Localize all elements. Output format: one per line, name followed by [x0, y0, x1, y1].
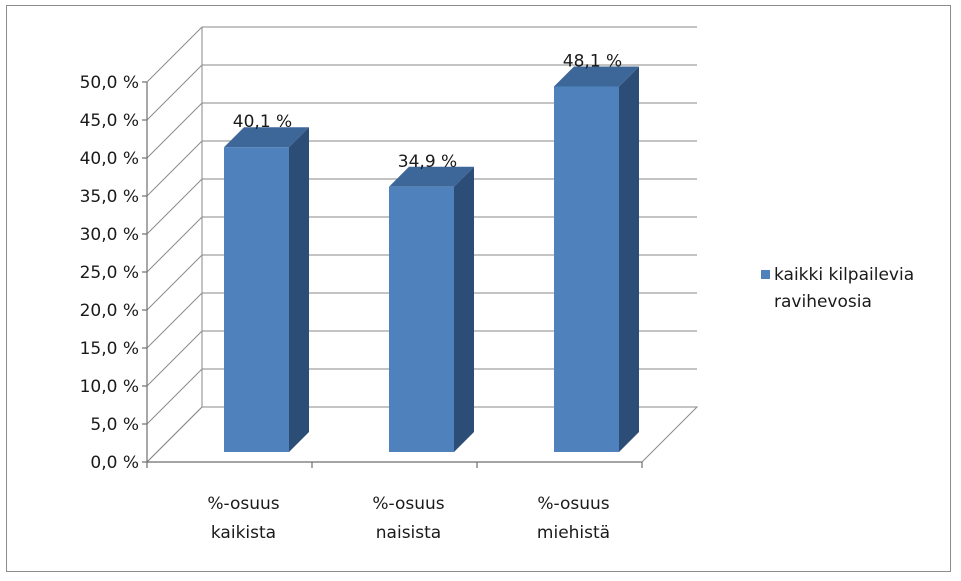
y-tick-label: 10,0 % [80, 377, 139, 397]
gridline-diagonal [146, 254, 203, 311]
gridline-diagonal [146, 368, 203, 425]
y-tick-label: 20,0 % [80, 301, 139, 321]
y-tick-label: 25,0 % [80, 263, 139, 283]
x-tick-label: naisista [376, 523, 441, 543]
gridline-diagonal [146, 178, 203, 235]
x-tick-label: miehistä [537, 523, 610, 543]
gridline-diagonal [146, 292, 203, 349]
y-tick-label: 40,0 % [80, 149, 139, 169]
y-tick-label: 5,0 % [90, 415, 139, 435]
bar-chart: 0,0 % 5,0 % 10,0 % 15,0 % 20,0 % 25,0 % 30,0 %… [80, 26, 914, 543]
gridline-diagonal [146, 330, 203, 387]
x-tick-label: %-osuus [537, 494, 609, 514]
chart-frame: 0,0 % 5,0 % 10,0 % 15,0 % 20,0 % 25,0 % 30,0 %… [6, 5, 951, 572]
data-label: 40,1 % [233, 112, 292, 132]
y-tick-label: 45,0 % [80, 111, 139, 131]
bar-top [389, 166, 474, 187]
y-tick-label: 50,0 % [80, 73, 139, 93]
bar-side [454, 166, 474, 452]
gridline-diagonal [146, 102, 203, 159]
gridline-diagonal [146, 216, 203, 273]
bar-top [554, 66, 639, 87]
x-tick-label: %-osuus [372, 494, 444, 514]
x-tick-label: %-osuus [207, 494, 279, 514]
bar [554, 86, 619, 452]
bar-side [289, 127, 309, 453]
bar [389, 186, 454, 452]
y-tick-label: 35,0 % [80, 187, 139, 207]
bar-top [224, 127, 309, 148]
y-tick-label: 0,0 % [90, 453, 139, 473]
y-tick-label: 30,0 % [80, 225, 139, 245]
gridline-diagonal [146, 64, 203, 121]
gridline-diagonal [146, 140, 203, 197]
bar-side [619, 66, 639, 452]
legend-label: ravihevosia [774, 292, 872, 312]
legend-swatch [761, 270, 770, 279]
data-label: 34,9 % [398, 152, 457, 172]
bar [224, 147, 289, 453]
data-label: 48,1 % [563, 51, 622, 71]
legend-label: kaikki kilpailevia [774, 265, 914, 285]
x-tick-label: kaikista [211, 523, 276, 543]
gridline-diagonal [146, 26, 203, 83]
y-tick-label: 15,0 % [80, 339, 139, 359]
